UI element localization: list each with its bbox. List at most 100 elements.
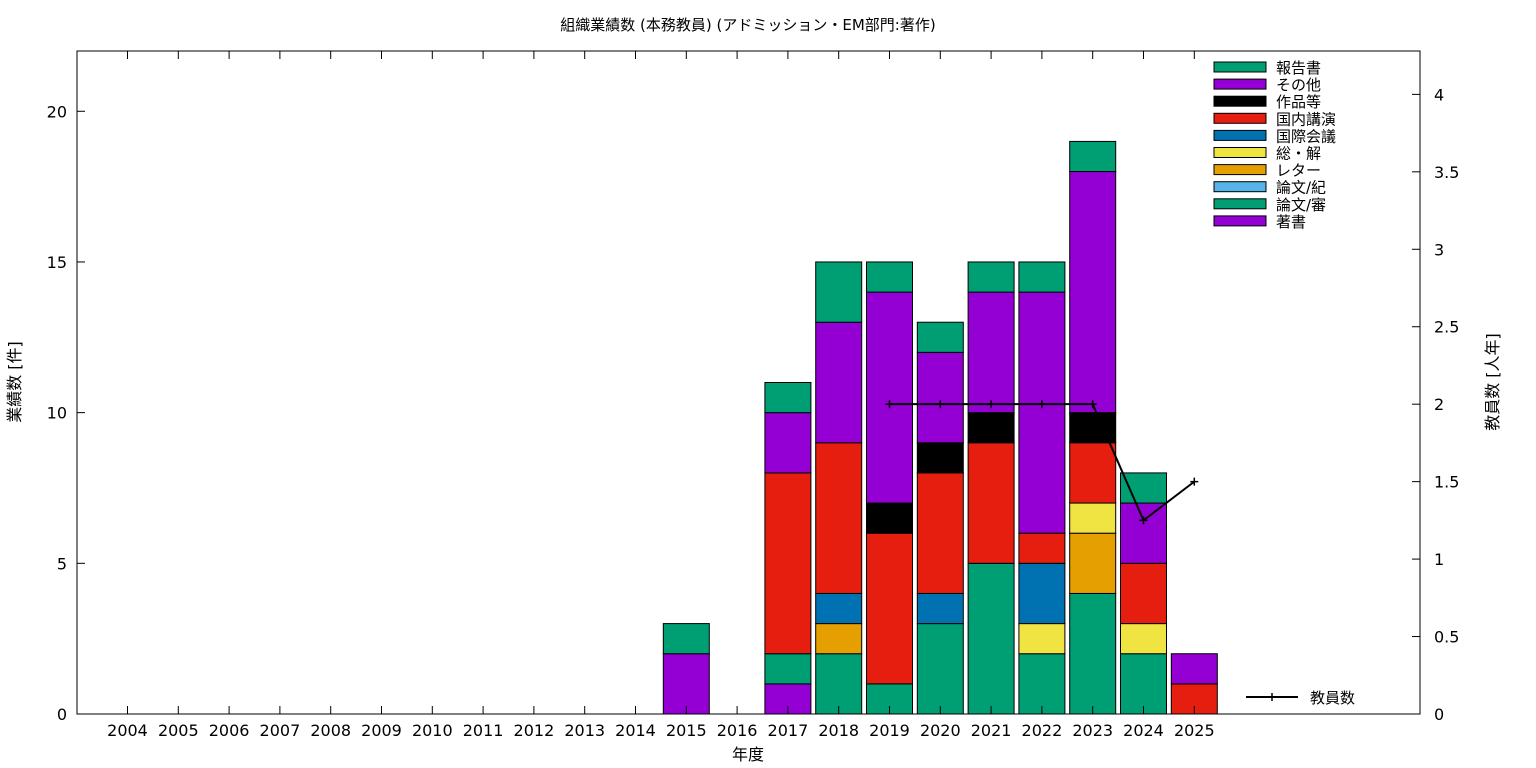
bar-segment xyxy=(1018,562,1066,625)
y2-tick-label: 1 xyxy=(1434,550,1444,569)
bar-segment xyxy=(815,653,863,715)
legend-label: 論文/審 xyxy=(1276,196,1326,214)
bar-segment xyxy=(1069,532,1117,594)
bar-segment xyxy=(916,472,964,594)
bar-segment xyxy=(1069,592,1117,715)
y-axis-label: 業績数 [件] xyxy=(5,341,24,423)
bar-segment xyxy=(815,321,863,444)
bar-segment xyxy=(866,502,913,534)
bar-segment xyxy=(815,592,863,625)
y2-tick-label: 3 xyxy=(1434,240,1444,259)
y-tick-label: 10 xyxy=(47,404,67,423)
bar-segment xyxy=(1018,261,1066,293)
x-tick-label: 2015 xyxy=(666,721,707,740)
plot-frame xyxy=(76,50,1421,715)
legend-swatch xyxy=(1213,129,1267,141)
bar-segment xyxy=(1069,412,1117,444)
legend-swatch xyxy=(1213,164,1267,176)
x-tick-label: 2004 xyxy=(107,721,148,740)
bar-segment xyxy=(662,623,710,655)
bar-segment xyxy=(1120,562,1167,625)
legend-label: 論文/紀 xyxy=(1276,179,1326,197)
bar-segment xyxy=(967,562,1015,715)
legend-swatch xyxy=(1213,198,1267,210)
legend-swatch xyxy=(1213,78,1267,90)
bar-segment xyxy=(866,261,913,293)
bar-segment xyxy=(967,412,1015,444)
bar-segment xyxy=(916,351,964,444)
bar-segment xyxy=(815,623,863,655)
bar-segment xyxy=(1018,532,1066,564)
bar-segment xyxy=(1069,502,1117,534)
bar-segment xyxy=(764,653,812,685)
x-tick-label: 2006 xyxy=(209,721,250,740)
bar-segment xyxy=(1018,291,1066,534)
bar-segment xyxy=(1120,653,1167,715)
legend-swatch xyxy=(1213,147,1267,158)
y-tick-label: 15 xyxy=(47,253,67,272)
bar-segment xyxy=(916,623,964,715)
x-tick-label: 2009 xyxy=(361,721,402,740)
legend-label: 総・解 xyxy=(1276,145,1321,163)
x-tick-label: 2020 xyxy=(920,721,961,740)
bars-group xyxy=(662,140,1218,715)
legend-label: レター xyxy=(1276,162,1321,180)
legend-label: その他 xyxy=(1276,76,1321,94)
bar-segment xyxy=(1170,653,1218,685)
bar-segment xyxy=(1069,140,1117,173)
legend-label: 国内講演 xyxy=(1276,110,1336,128)
x-tick-label: 2005 xyxy=(158,721,199,740)
bar-segment xyxy=(815,261,863,323)
bar-segment xyxy=(1120,472,1167,504)
x-tick-label: 2016 xyxy=(717,721,758,740)
legend-swatch xyxy=(1213,215,1267,227)
bar-segment xyxy=(916,592,964,625)
y-tick-label: 0 xyxy=(57,705,67,724)
legend-swatch xyxy=(1213,61,1267,73)
x-tick-label: 2019 xyxy=(869,721,910,740)
x-tick-label: 2017 xyxy=(768,721,809,740)
bar-segment xyxy=(967,442,1015,564)
y2-tick-label: 2 xyxy=(1434,395,1444,414)
bar-segment xyxy=(866,532,913,685)
x-tick-label: 2013 xyxy=(564,721,605,740)
x-axis-label: 年度 xyxy=(732,745,764,764)
legend-swatch xyxy=(1213,95,1267,107)
y2-tick-label: 3.5 xyxy=(1434,163,1459,182)
y2-tick-label: 2.5 xyxy=(1434,318,1459,337)
legend-label: 国際会議 xyxy=(1276,127,1336,145)
x-tick-label: 2024 xyxy=(1123,721,1164,740)
x-tick-label: 2021 xyxy=(971,721,1012,740)
bar-segment xyxy=(1120,502,1167,564)
bar-segment xyxy=(1018,653,1066,715)
bar-segment xyxy=(916,321,964,353)
bar-segment xyxy=(967,291,1015,414)
legend-label: 教員数 xyxy=(1310,689,1355,707)
x-tick-label: 2025 xyxy=(1174,721,1215,740)
y2-axis-label: 教員数 [人年] xyxy=(1483,333,1502,431)
y2-tick-label: 1.5 xyxy=(1434,473,1459,492)
x-tick-label: 2022 xyxy=(1022,721,1063,740)
x-tick-label: 2018 xyxy=(818,721,859,740)
bar-segment xyxy=(1018,623,1066,655)
x-tick-label: 2014 xyxy=(615,721,656,740)
x-tick-label: 2010 xyxy=(412,721,453,740)
chart-title: 組織業績数 (本務教員) (アドミッション・EM部門:著作) xyxy=(560,16,935,34)
bar-segment xyxy=(1120,623,1167,655)
y-tick-label: 5 xyxy=(57,554,67,573)
x-tick-label: 2008 xyxy=(310,721,351,740)
bar-segment xyxy=(1069,442,1117,504)
y2-tick-label: 0 xyxy=(1434,705,1444,724)
bar-segment xyxy=(967,261,1015,293)
legend-label: 報告書 xyxy=(1276,59,1321,77)
axes-group: 0 5 10 15 20 0 0.5 1 1.5 2 2.5 3 3.5 4 2004 2005 2006 200… xyxy=(47,51,1459,740)
bar-segment xyxy=(764,412,812,474)
bar-segment xyxy=(916,442,964,474)
legend-label: 作品等 xyxy=(1276,93,1321,111)
y2-tick-label: 0.5 xyxy=(1434,628,1459,647)
legend-swatch xyxy=(1213,112,1267,124)
y2-tick-label: 4 xyxy=(1434,85,1444,104)
y-tick-label: 20 xyxy=(47,102,67,121)
